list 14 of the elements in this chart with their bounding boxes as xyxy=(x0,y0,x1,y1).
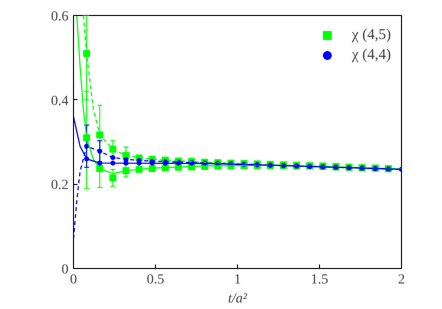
point xyxy=(83,50,90,57)
y-tick-label: 0.2 xyxy=(51,178,68,194)
x-tick-label: 1.5 xyxy=(310,272,328,288)
y-tick-label: 0.6 xyxy=(51,10,68,24)
y-tick-label: 0.4 xyxy=(51,94,68,109)
x-tick-label: 0.5 xyxy=(146,272,164,288)
x-tick-label: 2 xyxy=(398,272,405,288)
x-axis-title: t/a² xyxy=(228,292,248,306)
point xyxy=(96,131,104,138)
x-tick-label: 1 xyxy=(234,272,241,288)
y-tick-label: 0 xyxy=(62,262,68,278)
legend-label: χ (4,5) xyxy=(352,26,391,44)
legend-label: χ (4,4) xyxy=(352,46,391,64)
point xyxy=(109,174,116,182)
